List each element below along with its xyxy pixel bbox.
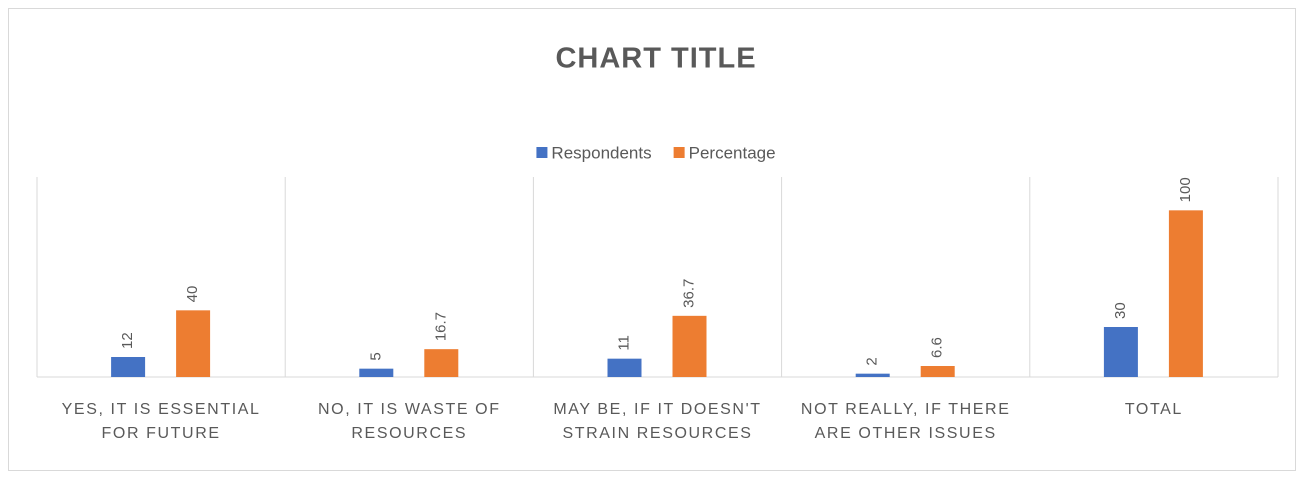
x-tick-label: NO, IT IS WASTE OF RESOURCES	[318, 401, 501, 442]
bar	[1168, 210, 1203, 377]
bar	[855, 373, 890, 377]
legend-label: Respondents	[551, 143, 651, 162]
bar	[607, 358, 642, 377]
x-tick-line: TOTAL	[1125, 401, 1183, 418]
bar	[359, 368, 394, 377]
data-label: 36.7	[680, 279, 697, 308]
x-tick-line: NOT REALLY, IF THERE	[801, 401, 1011, 418]
data-label: 100	[1177, 177, 1194, 202]
x-tick-line: YES, IT IS ESSENTIAL	[62, 401, 261, 418]
data-label: 2	[864, 357, 881, 365]
x-tick-label: NOT REALLY, IF THERE ARE OTHER ISSUES	[801, 401, 1011, 442]
x-tick-line: RESOURCES	[351, 425, 467, 442]
data-label: 11	[615, 335, 632, 351]
bar	[424, 349, 459, 377]
legend-swatch	[536, 147, 548, 158]
data-label: 16.7	[432, 312, 449, 341]
x-tick-line: MAY BE, IF IT DOESN'T	[553, 401, 761, 418]
x-tick-label: TOTAL	[1125, 401, 1183, 418]
legend: Respondents Percentage	[536, 143, 776, 162]
data-label: 40	[184, 286, 201, 303]
bar	[176, 310, 211, 377]
chart-title: CHART TITLE	[555, 43, 756, 75]
x-tick-line: NO, IT IS WASTE OF	[318, 401, 501, 418]
chart-area	[8, 8, 1296, 471]
bar	[111, 357, 146, 377]
x-tick-line: FOR FUTURE	[102, 425, 221, 442]
bar	[672, 315, 707, 377]
x-tick-label: YES, IT IS ESSENTIAL FOR FUTURE	[62, 401, 261, 442]
data-label: 5	[367, 352, 384, 360]
bar	[920, 366, 955, 377]
x-tick-label: MAY BE, IF IT DOESN'T STRAIN RESOURCES	[553, 401, 761, 442]
x-tick-line: ARE OTHER ISSUES	[815, 425, 997, 442]
legend-swatch	[673, 147, 685, 158]
data-label: 6.6	[929, 337, 946, 358]
legend-label: Percentage	[689, 143, 776, 162]
x-tick-line: STRAIN RESOURCES	[562, 425, 752, 442]
data-label: 30	[1112, 302, 1129, 319]
bar	[1103, 327, 1138, 377]
data-label: 12	[119, 332, 136, 349]
